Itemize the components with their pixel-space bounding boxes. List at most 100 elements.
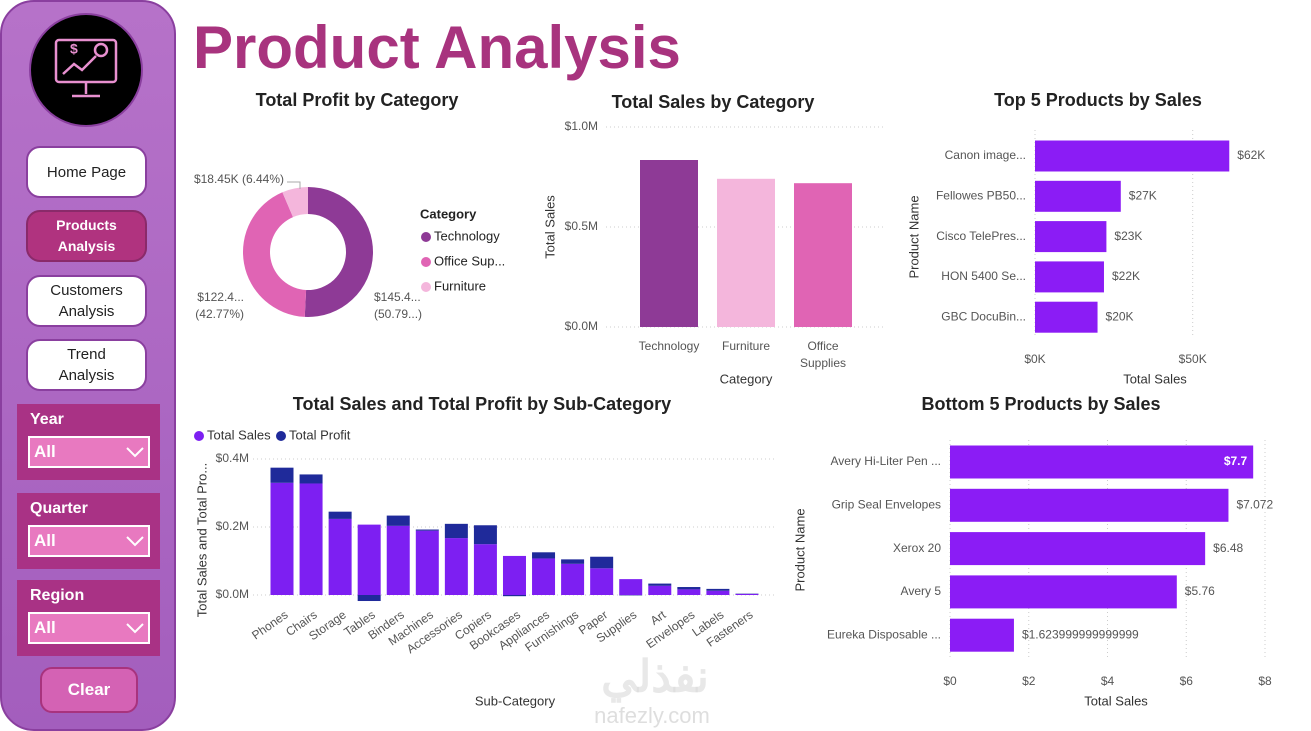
bar-segment [677, 589, 701, 595]
x-axis-title: Sub-Category [475, 693, 556, 708]
bar-segment [532, 552, 556, 559]
bar-segment [357, 524, 381, 595]
bar-segment [270, 482, 294, 595]
legend-marker [421, 282, 431, 292]
bar-segment [619, 579, 643, 595]
bar-segment [328, 518, 352, 595]
bar-segment [561, 563, 585, 595]
slicer-value: All [34, 618, 56, 637]
data-label: $7.7 [1224, 454, 1248, 468]
data-label: $20K [1106, 309, 1134, 323]
bar [950, 618, 1014, 652]
slicer-label: Region [30, 587, 85, 604]
y-tick-label: $0.2M [216, 519, 249, 533]
bar-segment [386, 525, 410, 595]
x-tick-label: Technology [638, 339, 700, 353]
legend-label: Total Sales [207, 427, 271, 442]
watermark-logo: نفذلي [601, 653, 709, 704]
data-label: $62K [1237, 148, 1265, 162]
bar-segment [444, 538, 468, 595]
data-label: $27K [1129, 188, 1157, 202]
bar-segment [328, 511, 352, 519]
slicer-value: All [34, 442, 56, 461]
page-title: Product Analysis [193, 13, 681, 81]
y-axis-title: Product Name [906, 195, 921, 278]
bar-segment [386, 515, 410, 526]
x-tick-label: Phones [249, 608, 290, 643]
bar-segment [299, 483, 323, 595]
data-label: $7.072 [1236, 497, 1273, 511]
chart-title: Total Sales and Total Profit by Sub-Cate… [293, 394, 671, 414]
y-tick-label: Grip Seal Envelopes [832, 497, 941, 511]
bar-segment [444, 523, 468, 539]
data-label: (42.77%) [195, 307, 244, 321]
legend-title: Category [420, 206, 477, 221]
x-tick-label: $50K [1179, 352, 1207, 366]
x-tick-label: $0 [943, 674, 957, 688]
chart-title: Bottom 5 Products by Sales [921, 394, 1160, 414]
slicer-value: All [34, 531, 56, 550]
y-tick-label: Avery 5 [901, 584, 942, 598]
bar-segment [706, 590, 730, 595]
x-axis-title: Total Sales [1084, 693, 1148, 708]
chevron [126, 447, 144, 458]
donut-slice [304, 187, 373, 317]
bar-segment [299, 474, 323, 484]
x-axis-title: Category [720, 371, 773, 386]
data-label: $22K [1112, 269, 1140, 283]
bar [794, 183, 852, 327]
bar-segment [648, 585, 672, 595]
y-tick-label: $0.0M [216, 587, 249, 601]
legend-label: Office Sup... [434, 253, 505, 268]
bar-segment [561, 559, 585, 564]
bar-segment [473, 525, 497, 545]
legend-label: Technology [434, 228, 500, 243]
bar [950, 488, 1229, 522]
bar [717, 178, 775, 327]
bar-segment [502, 595, 526, 597]
bar [640, 160, 698, 327]
bar-segment [357, 595, 381, 602]
bar [1035, 180, 1121, 212]
y-tick-label: $0.5M [565, 219, 598, 233]
legend-marker [421, 232, 431, 242]
y-tick-label: Fellowes PB50... [936, 188, 1026, 202]
clear-button[interactable]: Clear [40, 667, 138, 713]
nav-button[interactable]: Products Analysis [26, 210, 147, 262]
legend-marker [421, 257, 431, 267]
bar-segment [706, 588, 730, 591]
bar-segment [415, 529, 439, 531]
svg-text:$: $ [70, 41, 78, 57]
bar-segment [590, 568, 614, 595]
watermark-url: nafezly.com [594, 703, 710, 728]
y-tick-label: Canon image... [945, 148, 1026, 162]
donut-slice [243, 192, 307, 317]
y-tick-label: Cisco TelePres... [936, 229, 1026, 243]
bar [1035, 261, 1104, 293]
slicer-label: Quarter [30, 500, 88, 517]
nav-button[interactable]: Home Page [26, 146, 147, 198]
legend-label: Furniture [434, 278, 486, 293]
x-axis-title: Total Sales [1123, 371, 1187, 386]
bar-segment [532, 558, 556, 595]
y-tick-label: Xerox 20 [893, 541, 941, 555]
bar-segment [677, 587, 701, 590]
bar [1035, 221, 1107, 253]
chart-title: Total Sales by Category [612, 92, 815, 112]
nav-button[interactable]: Customers Analysis [26, 275, 147, 327]
chart-title: Top 5 Products by Sales [994, 90, 1202, 110]
y-tick-label: $0.4M [216, 451, 249, 465]
data-label: $18.45K (6.44%) [194, 172, 284, 186]
bar-segment [473, 544, 497, 595]
y-tick-label: HON 5400 Se... [941, 269, 1026, 283]
x-tick-label: $4 [1101, 674, 1115, 688]
nav-button[interactable]: Trend Analysis [26, 339, 147, 391]
x-tick-label: $2 [1022, 674, 1036, 688]
x-tick-label: $8 [1258, 674, 1272, 688]
data-label: $122.4... [197, 290, 244, 304]
legend-marker [276, 431, 286, 441]
chevron [126, 623, 144, 634]
data-label: $1.623999999999999 [1022, 627, 1139, 641]
